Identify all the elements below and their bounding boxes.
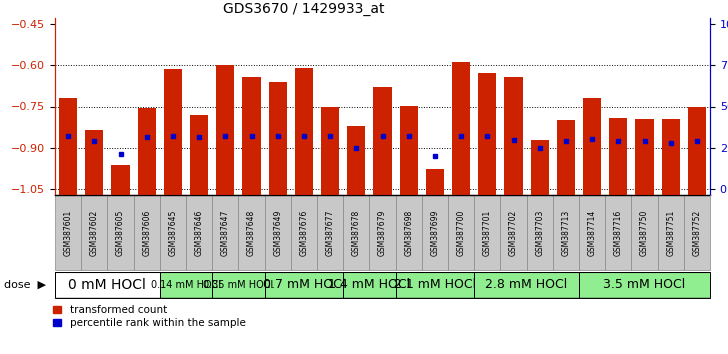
Bar [373, 87, 392, 195]
Bar [395, 195, 422, 270]
Text: 2.8 mM HOCl: 2.8 mM HOCl [486, 279, 568, 291]
Bar [688, 107, 706, 195]
Bar [609, 118, 628, 195]
Bar [583, 98, 601, 195]
Bar [269, 82, 287, 195]
Text: GSM387714: GSM387714 [587, 209, 597, 256]
Bar [238, 195, 264, 270]
Text: GSM387698: GSM387698 [404, 209, 414, 256]
Bar [636, 119, 654, 195]
Text: GSM387702: GSM387702 [509, 209, 518, 256]
Bar [264, 195, 290, 270]
Text: GSM387676: GSM387676 [299, 209, 309, 256]
Bar [190, 115, 208, 195]
Bar [531, 140, 549, 195]
Bar [264, 272, 343, 298]
Bar [400, 106, 418, 195]
Bar [216, 65, 234, 195]
Text: GSM387679: GSM387679 [378, 209, 387, 256]
Text: GSM387645: GSM387645 [168, 209, 178, 256]
Text: GSM387649: GSM387649 [273, 209, 282, 256]
Bar [108, 195, 134, 270]
Bar [526, 195, 553, 270]
Text: GSM387677: GSM387677 [325, 209, 335, 256]
Text: GSM387713: GSM387713 [561, 209, 571, 256]
Bar [160, 272, 212, 298]
Text: GSM387606: GSM387606 [142, 209, 151, 256]
Bar [474, 272, 579, 298]
Text: GSM387700: GSM387700 [456, 209, 466, 256]
Bar [448, 195, 474, 270]
Bar [295, 68, 313, 195]
Bar [242, 78, 261, 195]
Bar [55, 195, 82, 270]
Bar [317, 195, 343, 270]
Text: 0.7 mM HOCl: 0.7 mM HOCl [263, 279, 345, 291]
Bar [579, 272, 710, 298]
Bar [290, 195, 317, 270]
Bar [500, 195, 526, 270]
Bar [59, 98, 77, 195]
Bar [579, 195, 605, 270]
Text: 2.1 mM HOCl: 2.1 mM HOCl [394, 279, 476, 291]
Text: GSM387648: GSM387648 [247, 209, 256, 256]
Text: 0.35 mM HOCl: 0.35 mM HOCl [203, 280, 274, 290]
Bar [55, 272, 160, 298]
Text: GSM387602: GSM387602 [90, 209, 99, 256]
Bar [474, 195, 500, 270]
Bar [138, 108, 156, 195]
Text: 1.4 mM HOCl: 1.4 mM HOCl [328, 279, 411, 291]
Bar [631, 195, 657, 270]
Bar [186, 195, 212, 270]
Bar [212, 272, 264, 298]
Bar [82, 195, 108, 270]
Legend: transformed count, percentile rank within the sample: transformed count, percentile rank withi… [53, 305, 245, 328]
Text: 0.14 mM HOCl: 0.14 mM HOCl [151, 280, 221, 290]
Bar [111, 165, 130, 195]
Bar [557, 120, 575, 195]
Text: 0 mM HOCl: 0 mM HOCl [68, 278, 146, 292]
Text: GSM387601: GSM387601 [63, 209, 73, 256]
Bar [321, 107, 339, 195]
Text: GSM387605: GSM387605 [116, 209, 125, 256]
Bar [478, 73, 496, 195]
Text: GSM387716: GSM387716 [614, 209, 622, 256]
Text: GSM387750: GSM387750 [640, 209, 649, 256]
Text: GSM387678: GSM387678 [352, 209, 361, 256]
Text: GSM387701: GSM387701 [483, 209, 492, 256]
Text: 3.5 mM HOCl: 3.5 mM HOCl [604, 279, 686, 291]
Text: GSM387703: GSM387703 [535, 209, 545, 256]
Bar [452, 62, 470, 195]
Bar [422, 195, 448, 270]
Bar [85, 130, 103, 195]
Bar [657, 195, 684, 270]
Bar [505, 78, 523, 195]
Text: dose  ▶: dose ▶ [4, 280, 46, 290]
Bar [160, 195, 186, 270]
Bar [605, 195, 631, 270]
Bar [553, 195, 579, 270]
Bar [212, 195, 238, 270]
Text: GSM387752: GSM387752 [692, 209, 701, 256]
Bar [662, 119, 680, 195]
Text: GDS3670 / 1429933_at: GDS3670 / 1429933_at [223, 2, 384, 16]
Bar [395, 272, 474, 298]
Bar [343, 272, 395, 298]
Bar [426, 169, 444, 195]
Bar [164, 69, 182, 195]
Bar [347, 126, 365, 195]
Text: GSM387699: GSM387699 [430, 209, 440, 256]
Text: GSM387751: GSM387751 [666, 209, 675, 256]
Text: GSM387647: GSM387647 [221, 209, 230, 256]
Text: GSM387646: GSM387646 [194, 209, 204, 256]
Bar [369, 195, 395, 270]
Bar [134, 195, 160, 270]
Bar [343, 195, 369, 270]
Bar [684, 195, 710, 270]
